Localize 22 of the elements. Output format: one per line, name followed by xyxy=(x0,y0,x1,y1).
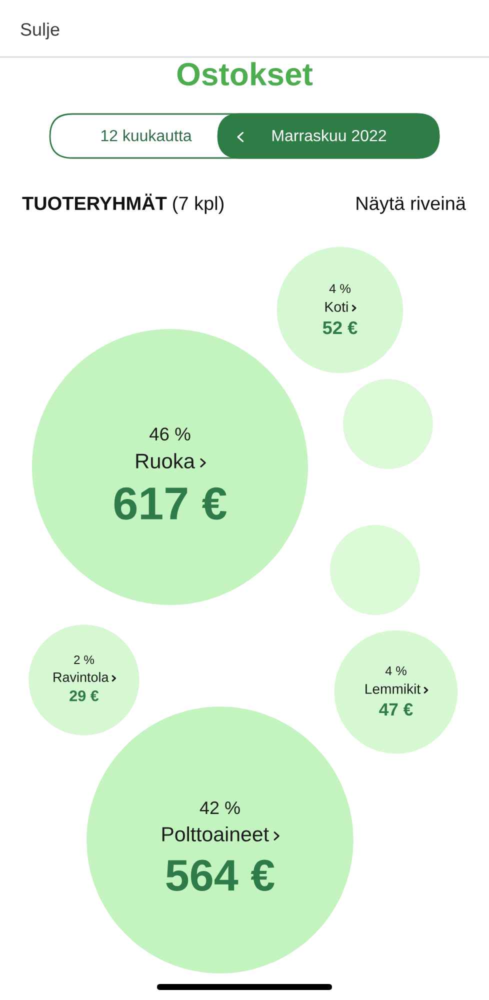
category-label: Polttoaineet xyxy=(162,826,269,842)
text: Marraskuu 2022 xyxy=(272,130,386,142)
data-label: 29 € xyxy=(70,690,99,702)
category-label: Lemmikit xyxy=(366,684,420,694)
text: Näytä riveinä xyxy=(356,196,466,214)
text: Ostokset xyxy=(177,62,313,86)
category-label: Ravintola xyxy=(54,672,109,682)
category-label: Ruoka xyxy=(136,453,196,468)
data-label: 564 € xyxy=(166,860,274,891)
text: 2 % xyxy=(74,655,94,664)
category-label: Koti xyxy=(325,301,348,312)
data-label: 47 € xyxy=(379,703,413,716)
data-label: 52 € xyxy=(322,321,358,334)
text: (7 kpl) xyxy=(173,196,224,214)
text: Sulje xyxy=(20,22,60,40)
text: 12 kuukautta xyxy=(101,130,192,142)
text: 46 % xyxy=(150,428,190,441)
text: 4 % xyxy=(329,284,351,294)
data-label: 617 € xyxy=(114,487,226,520)
text: 42 % xyxy=(200,801,240,814)
text: TUOTERYHMÄT xyxy=(22,194,167,210)
text: 4 % xyxy=(385,666,406,676)
